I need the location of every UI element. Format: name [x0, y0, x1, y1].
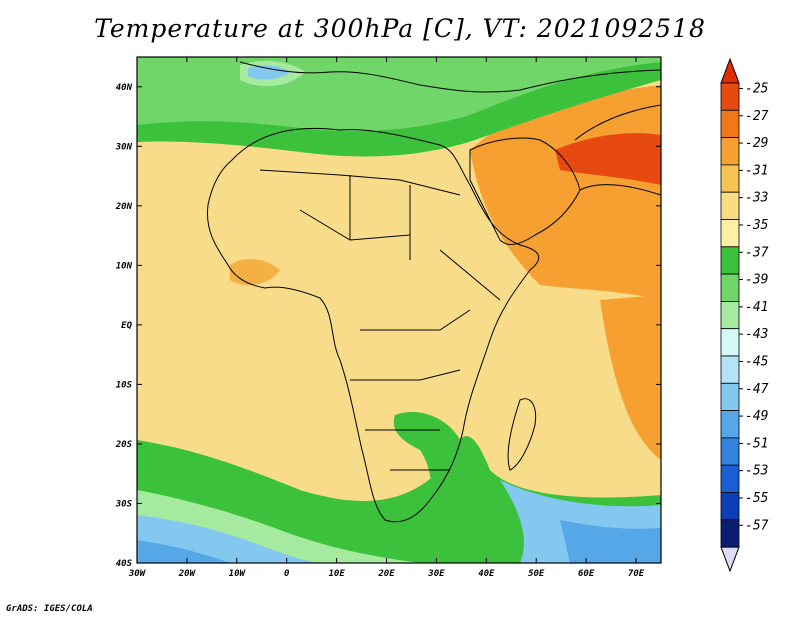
x-tick-label: 0 [284, 569, 290, 579]
y-tick-label: 10S [116, 380, 133, 390]
y-tick-label: 20S [115, 440, 133, 450]
y-tick-label: 40S [116, 559, 133, 569]
x-tick-label: 20E [377, 569, 395, 579]
colorbar-segment [720, 410, 740, 439]
warm-patch-wafrica [230, 258, 280, 286]
cold-patch-med-core [248, 65, 290, 80]
y-tick-label: 20N [115, 202, 133, 212]
plot-frame [136, 56, 662, 564]
x-tick-label: 40E [478, 569, 495, 579]
asia-edge [574, 104, 661, 196]
cool-band-north-inner [137, 62, 661, 157]
colorbar-segment [720, 219, 740, 248]
colorbar-label: -27 [745, 109, 769, 124]
y-axis-labels: 40N 30N 20N 10N EQ 10S 20S 30S 40S [115, 83, 133, 569]
temperature-field [137, 57, 661, 563]
colorbar-segment [720, 164, 740, 193]
y-tick-label: EQ [121, 321, 132, 331]
colorbar-segment [720, 137, 740, 166]
colorbar-segment [720, 437, 740, 466]
europe-edge [239, 61, 661, 93]
x-tick-label: 10W [229, 569, 247, 579]
hot-region [555, 133, 661, 185]
colorbar-label: -39 [745, 273, 768, 288]
chart-title: Temperature at 300hPa [C], VT: 202109251… [94, 14, 706, 43]
colorbar-segment [720, 109, 740, 139]
borders-south [350, 309, 471, 471]
y-tick-label: 10N [116, 261, 133, 271]
colorbar-label: -25 [745, 81, 769, 96]
x-tick-label: 60E [578, 569, 595, 579]
cold-region-southeast-core [560, 520, 661, 563]
colorbar-label: -57 [745, 518, 769, 533]
colorbar-segment [720, 355, 740, 384]
credit-text: GrADS: IGES/COLA [6, 604, 93, 614]
x-tick-label: 30W [128, 569, 147, 579]
colorbar-label: -55 [745, 491, 769, 506]
colorbar-label: -41 [745, 300, 768, 315]
madagascar-outline [507, 398, 537, 471]
colorbar-label: -51 [745, 436, 768, 451]
colorbar-top-arrow [720, 57, 740, 84]
colorbar-segment [720, 82, 740, 111]
borders-north [259, 169, 501, 301]
colorbar-label: -53 [745, 464, 768, 479]
warm-region-east [600, 295, 661, 460]
colorbar-segment [720, 246, 740, 275]
y-tick-label: 30S [115, 499, 133, 509]
colorbar-label: -31 [745, 163, 768, 178]
arabia-outline [469, 137, 581, 246]
colorbar-segment [720, 328, 740, 357]
y-tick-label: 30N [115, 142, 133, 152]
x-tick-label: 50E [528, 569, 545, 579]
x-tick-label: 10E [328, 569, 345, 579]
axis-ticks [136, 57, 661, 564]
colorbar-segment [720, 382, 740, 411]
x-axis-labels: 30W 20W 10W 0 10E 20E 30E 40E 50E 60E 70E [128, 569, 645, 579]
cold-region-sw-core [137, 540, 230, 563]
x-tick-label: 30E [427, 569, 445, 579]
colorbar-segment [720, 464, 740, 493]
colorbar-segment [720, 273, 740, 302]
colorbar-segment [720, 492, 740, 521]
colorbar-label: -45 [745, 354, 769, 369]
colorbar-label: -43 [745, 327, 768, 342]
x-tick-label: 20W [178, 569, 197, 579]
colorbar-label: -29 [745, 136, 768, 151]
coastlines [206, 61, 661, 523]
colorbar-label: -35 [745, 218, 769, 233]
colorbar-label: -37 [745, 245, 769, 260]
y-tick-label: 40N [116, 83, 133, 93]
colorbar-segment [720, 519, 740, 548]
colorbar-segment [720, 191, 740, 220]
x-tick-label: 70E [628, 569, 645, 579]
colorbar-label: -49 [745, 409, 768, 424]
colorbar-bottom-arrow [720, 546, 740, 573]
colorbar-segment [720, 300, 740, 330]
colorbar: -25 -27 -29 -31 -33 -35 -37 -39 -41 -43 -45 -47 -49 -… [720, 57, 769, 573]
colorbar-label: -33 [745, 191, 768, 206]
cool-band-se-africa [393, 411, 464, 563]
colorbar-label: -47 [745, 382, 769, 397]
